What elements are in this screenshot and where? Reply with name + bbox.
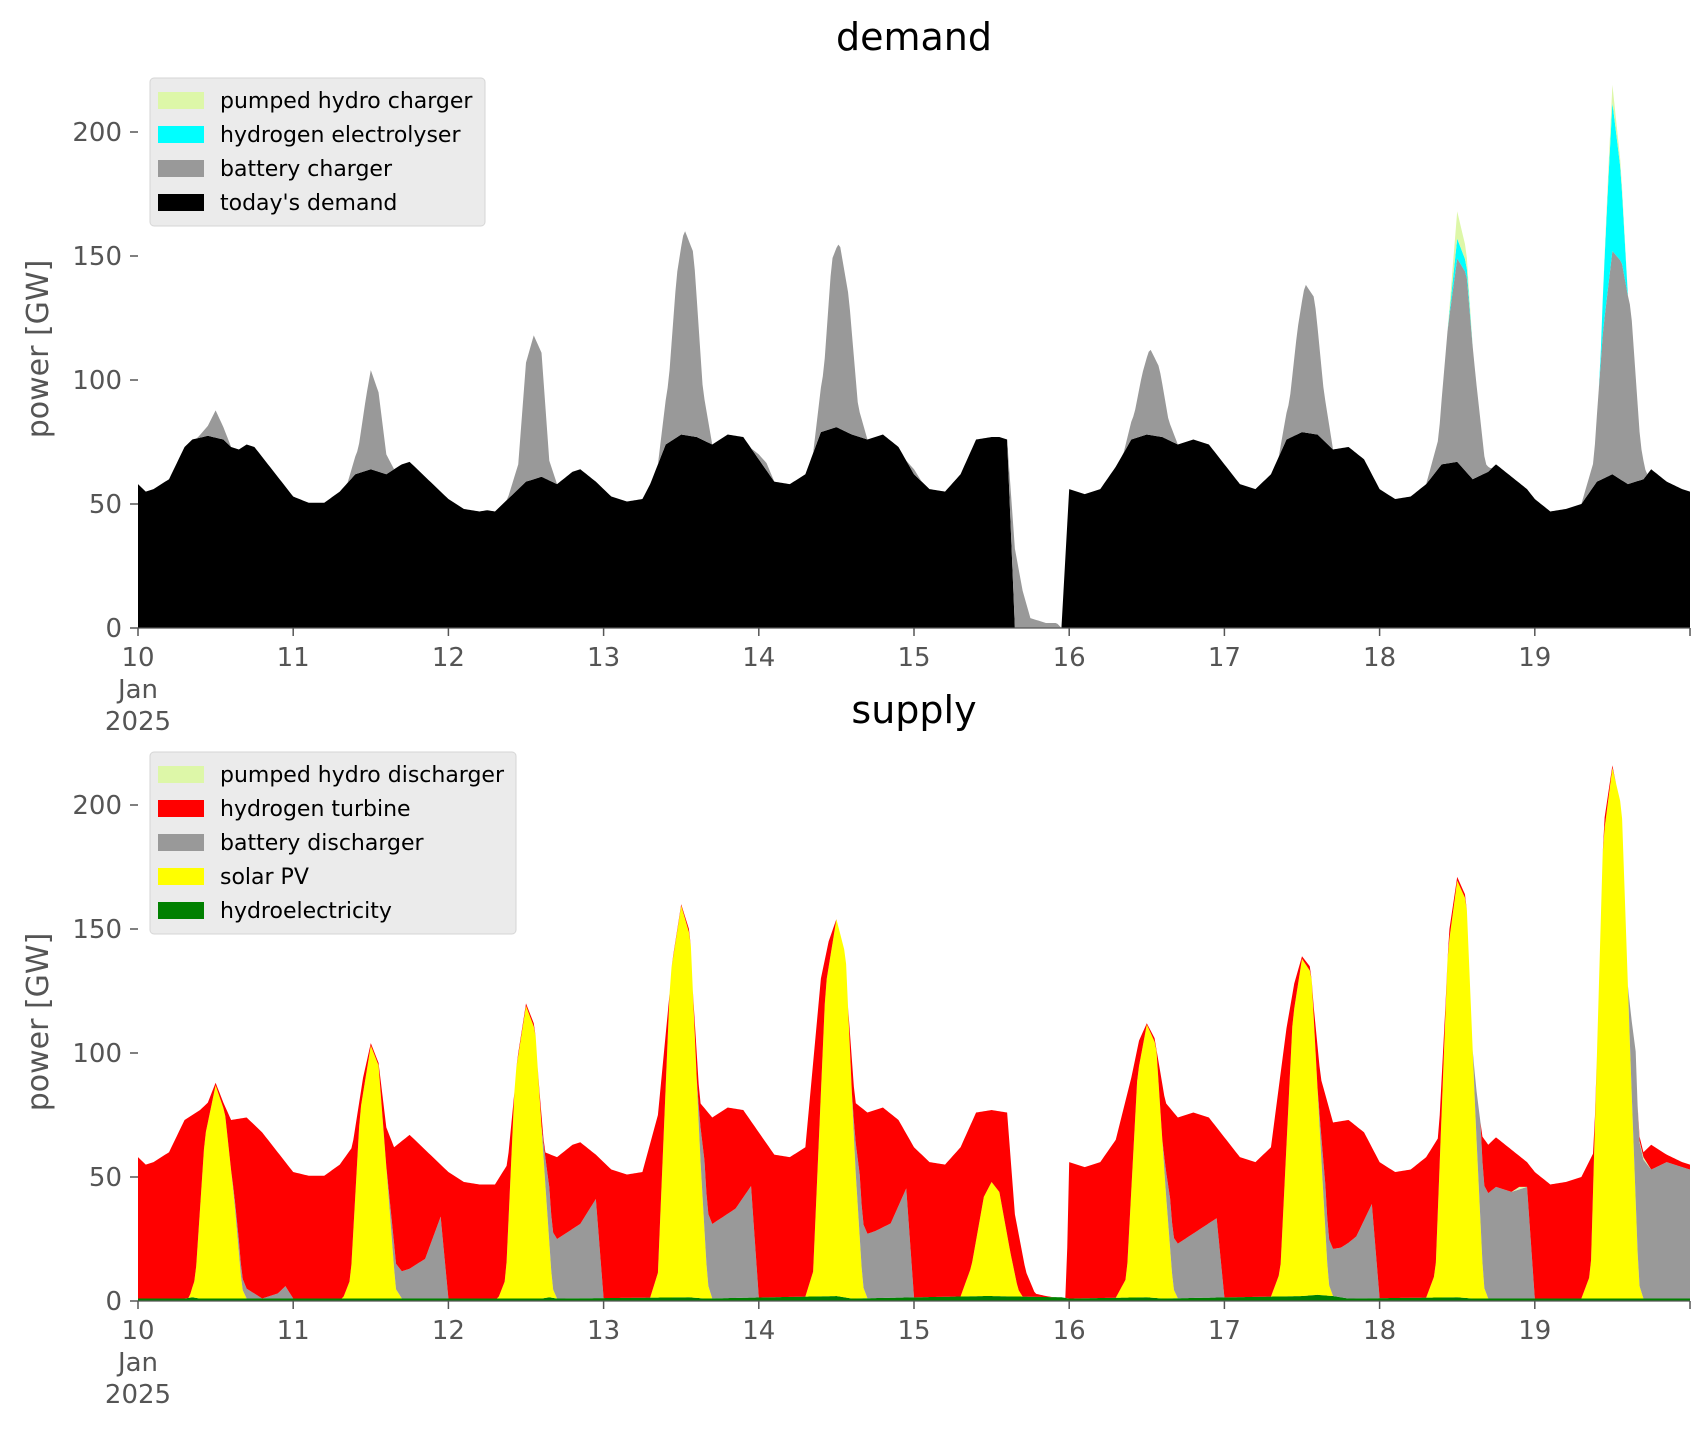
legend-swatch: [158, 92, 204, 109]
x-tick-label: 14: [742, 643, 775, 673]
area-battery-charger: [138, 231, 1690, 628]
y-axis-label: power [GW]: [21, 260, 56, 439]
x-tick-label: 18: [1363, 1316, 1396, 1346]
x-tick-label: 10: [121, 1316, 154, 1346]
x-tick-label: 11: [277, 1316, 310, 1346]
x-tick-label: 16: [1053, 1316, 1086, 1346]
y-tick-label: 150: [72, 242, 122, 272]
legend-label: today's demand: [220, 191, 397, 216]
x-tick-label: 13: [587, 643, 620, 673]
y-tick-label: 200: [72, 118, 122, 148]
legend-swatch: [158, 868, 204, 885]
y-tick-label: 100: [72, 1039, 122, 1069]
legend-swatch: [158, 800, 204, 817]
legend-box: [149, 751, 517, 935]
x-tick-label: 19: [1518, 1316, 1551, 1346]
x-tick-label: 10: [121, 643, 154, 673]
x-tick-label: 17: [1208, 643, 1241, 673]
legend-box: [149, 77, 486, 227]
x-tick-label: 11: [277, 643, 310, 673]
y-tick-label: 200: [72, 791, 122, 821]
legend: pumped hydro charger hydrogen electrolyse…: [149, 77, 486, 227]
area-hydroelectricity: [138, 1294, 1690, 1301]
y-tick-label: 0: [105, 1287, 122, 1317]
x-tick-label: 17: [1208, 1316, 1241, 1346]
legend-label: pumped hydro discharger: [220, 763, 505, 788]
legend-swatch: [158, 834, 204, 851]
y-tick-label: 50: [89, 1163, 122, 1193]
legend-label: battery discharger: [220, 831, 425, 856]
x-tick-sublabel: Jan: [116, 675, 158, 705]
legend-swatch: [158, 194, 204, 211]
chart-title: supply: [851, 688, 976, 732]
legend-swatch: [158, 766, 204, 783]
legend-label: hydrogen turbine: [220, 797, 411, 822]
x-tick-sublabel: 2025: [105, 707, 171, 737]
area-hydrogen-turbine: [138, 765, 1690, 1299]
x-tick-label: 12: [432, 1316, 465, 1346]
x-tick-label: 15: [897, 643, 930, 673]
x-tick-label: 18: [1363, 643, 1396, 673]
x-tick-label: 19: [1518, 643, 1551, 673]
legend-swatch: [158, 126, 204, 143]
chart-title: demand: [836, 15, 992, 59]
legend-swatch: [158, 160, 204, 177]
y-tick-label: 0: [105, 614, 122, 644]
legend-label: hydroelectricity: [220, 899, 392, 924]
y-axis-label: power [GW]: [21, 933, 56, 1112]
x-tick-label: 12: [432, 643, 465, 673]
legend: pumped hydro discharger hydrogen turbine b…: [149, 751, 517, 935]
y-tick-label: 100: [72, 366, 122, 396]
legend-label: battery charger: [220, 157, 393, 182]
area-solar-pv: [138, 767, 1690, 1299]
area-today-s-demand: [138, 427, 1690, 628]
x-tick-label: 14: [742, 1316, 775, 1346]
x-tick-sublabel: 2025: [105, 1380, 171, 1410]
legend-label: pumped hydro charger: [220, 89, 473, 114]
x-tick-label: 13: [587, 1316, 620, 1346]
x-tick-sublabel: Jan: [116, 1348, 158, 1378]
x-tick-label: 15: [897, 1316, 930, 1346]
y-tick-label: 50: [89, 490, 122, 520]
legend-swatch: [158, 902, 204, 919]
y-tick-label: 150: [72, 915, 122, 945]
x-tick-label: 16: [1053, 643, 1086, 673]
legend-label: hydrogen electrolyser: [220, 123, 461, 148]
legend-label: solar PV: [220, 865, 309, 890]
